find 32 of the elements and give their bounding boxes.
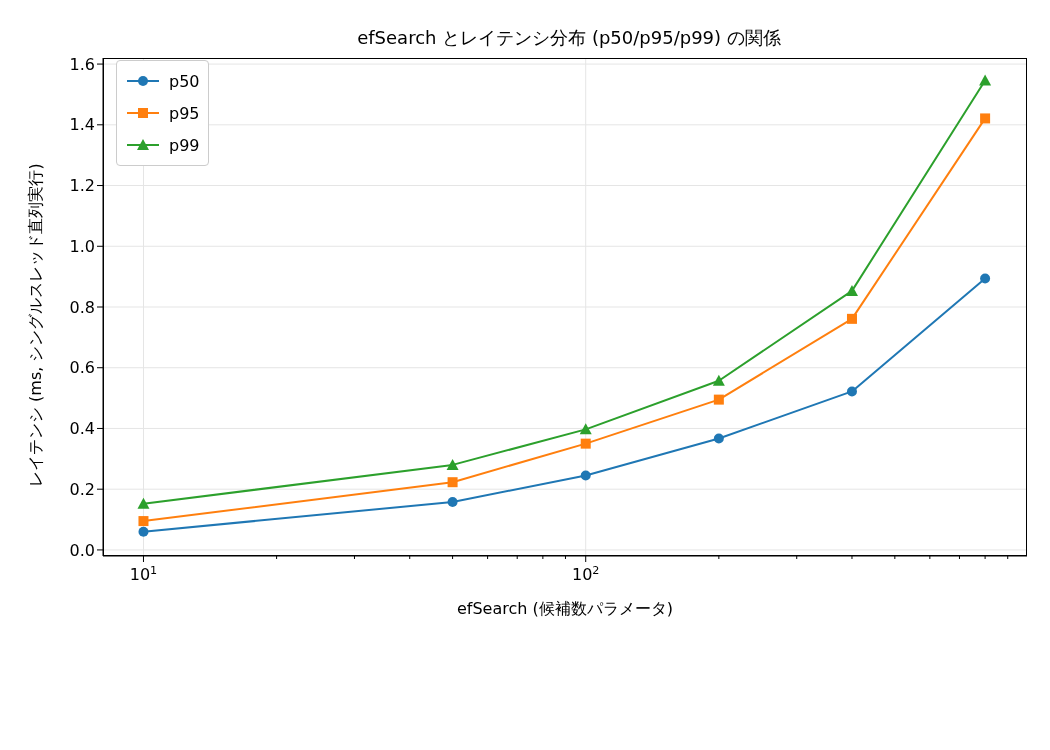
legend-label: p99 [169, 135, 200, 155]
chart-title: efSearch とレイテンシ分布 (p50/p95/p99) の関係 [356, 26, 782, 50]
point [980, 273, 991, 284]
y-tick-label: 0.8 [69, 297, 95, 317]
y-axis-title: レイテンシ (ms, シングルスレッド直列実行) [25, 163, 45, 487]
y-tick-label: 1.0 [69, 236, 95, 256]
point [713, 394, 724, 405]
point [845, 284, 858, 296]
point [447, 477, 458, 488]
point [446, 458, 459, 470]
y-tick-label: 0.0 [69, 540, 95, 560]
legend-label: p95 [169, 103, 200, 123]
point [712, 374, 725, 386]
point [980, 113, 991, 124]
y-tick-label: 0.4 [69, 419, 95, 439]
point [846, 386, 857, 397]
point [713, 433, 724, 444]
point [580, 470, 591, 481]
y-tick-label: 1.2 [69, 176, 95, 196]
point [846, 313, 857, 324]
y-tick-label: 0.2 [69, 479, 95, 499]
point [979, 74, 992, 86]
x-axis-title: efSearch (候補数パラメータ) [456, 599, 674, 618]
point [580, 438, 591, 449]
y-tick-label: 1.6 [69, 54, 95, 74]
legend-label: p50 [169, 71, 200, 91]
y-tick-label: 1.4 [69, 115, 95, 135]
x-tick-label: 10$^{2}$ [571, 563, 600, 584]
point [579, 423, 592, 435]
y-tick-label: 0.6 [69, 358, 95, 378]
x-tick-label: 10$^{1}$ [129, 563, 158, 584]
point [447, 496, 458, 507]
